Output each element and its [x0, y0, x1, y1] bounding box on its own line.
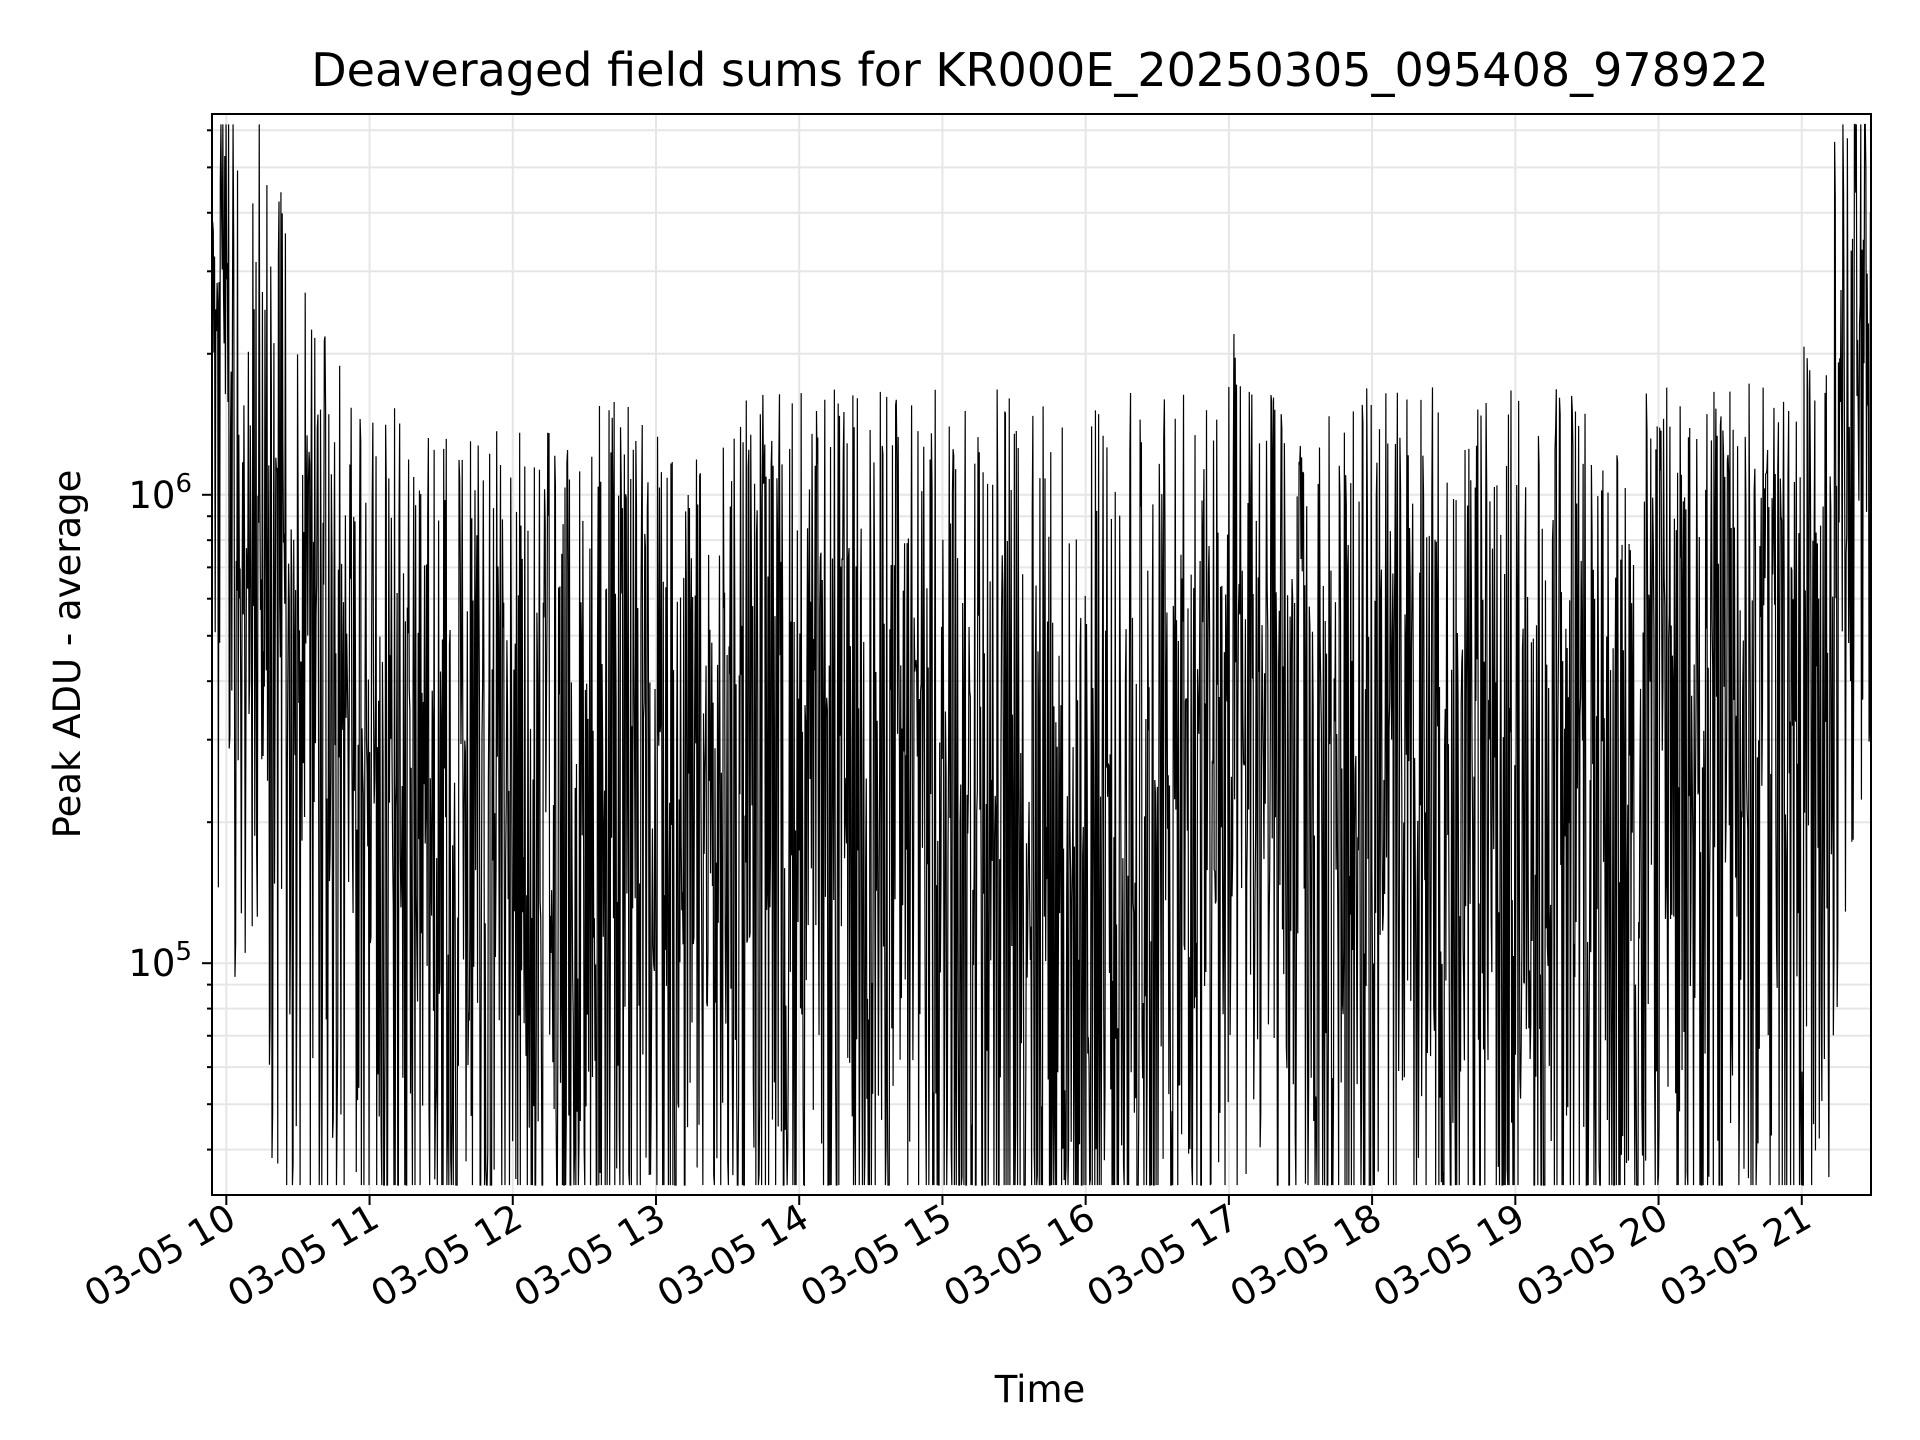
x-tick-label: 03-05 21: [1653, 1196, 1819, 1316]
x-tick-label: 03-05 18: [1223, 1196, 1389, 1316]
plot-frame: [211, 113, 1872, 1196]
x-axis-label: Time: [994, 1368, 1086, 1411]
x-tick-label: 03-05 11: [220, 1196, 386, 1316]
y-tick-label: 106: [128, 469, 192, 517]
y-tick-label: 105: [128, 937, 192, 985]
x-tick-label: 03-05 13: [507, 1196, 673, 1316]
x-tick-label: 03-05 12: [364, 1196, 530, 1316]
y-axis: 105 106: [128, 129, 212, 1151]
x-tick-label: 03-05 17: [1080, 1196, 1246, 1316]
x-tick-label: 03-05 15: [793, 1196, 959, 1316]
x-tick-label: 03-05 19: [1366, 1196, 1532, 1316]
x-tick-label: 03-05 20: [1509, 1196, 1675, 1316]
chart-title: Deaveraged field sums for KR000E_2025030…: [311, 43, 1768, 97]
x-tick-label: 03-05 16: [937, 1196, 1103, 1316]
x-tick-label: 03-05 14: [650, 1196, 816, 1316]
x-tick-label: 03-05 10: [77, 1196, 243, 1316]
data-layer: [211, 123, 1872, 1187]
y-axis-label: Peak ADU - average: [46, 470, 89, 839]
series-line: [211, 123, 1872, 1187]
